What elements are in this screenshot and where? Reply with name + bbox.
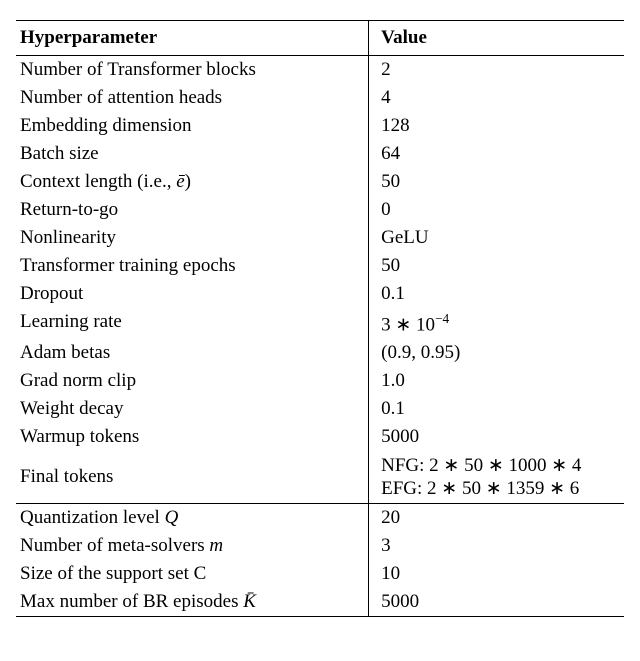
param-name: Number of attention heads (16, 84, 369, 112)
table-row: Size of the support set C10 (16, 560, 624, 588)
table-row: Embedding dimension128 (16, 112, 624, 140)
param-value: 20 (369, 504, 624, 533)
param-name: Adam betas (16, 339, 369, 367)
table-row: Dropout0.1 (16, 280, 624, 308)
param-name: Context length (i.e., ē) (16, 168, 369, 196)
param-name: Transformer training epochs (16, 252, 369, 280)
header-value: Value (369, 21, 624, 56)
param-value: 64 (369, 140, 624, 168)
table-row: Final tokensNFG: 2 ∗ 50 ∗ 1000 ∗ 4EFG: 2… (16, 451, 624, 504)
param-value: 10 (369, 560, 624, 588)
param-value: 128 (369, 112, 624, 140)
param-name: Embedding dimension (16, 112, 369, 140)
table-row: Warmup tokens5000 (16, 423, 624, 451)
param-name: Number of meta-solvers m (16, 532, 369, 560)
table-row: Number of attention heads4 (16, 84, 624, 112)
param-value: (0.9, 0.95) (369, 339, 624, 367)
param-name: Number of Transformer blocks (16, 56, 369, 85)
param-value: NFG: 2 ∗ 50 ∗ 1000 ∗ 4EFG: 2 ∗ 50 ∗ 1359… (369, 451, 624, 504)
param-name: Max number of BR episodes K̄ (16, 588, 369, 617)
param-value: 0.1 (369, 280, 624, 308)
param-value: 0 (369, 196, 624, 224)
table-row: Return-to-go0 (16, 196, 624, 224)
param-value: GeLU (369, 224, 624, 252)
hyperparameter-table: Hyperparameter Value Number of Transform… (16, 20, 624, 617)
param-name: Learning rate (16, 308, 369, 339)
header-hyperparameter: Hyperparameter (16, 21, 369, 56)
table-row: Number of Transformer blocks2 (16, 56, 624, 85)
param-value: 3 (369, 532, 624, 560)
table-row: Transformer training epochs50 (16, 252, 624, 280)
param-value: 50 (369, 168, 624, 196)
param-name: Weight decay (16, 395, 369, 423)
param-value: 2 (369, 56, 624, 85)
param-value: 3 ∗ 10−4 (369, 308, 624, 339)
param-value: 50 (369, 252, 624, 280)
param-value: 5000 (369, 423, 624, 451)
param-name: Batch size (16, 140, 369, 168)
table-row: Quantization level Q20 (16, 504, 624, 533)
table-row: Adam betas(0.9, 0.95) (16, 339, 624, 367)
table-row: Learning rate3 ∗ 10−4 (16, 308, 624, 339)
param-value: 1.0 (369, 367, 624, 395)
param-value: 0.1 (369, 395, 624, 423)
param-name: Final tokens (16, 451, 369, 504)
param-name: Size of the support set C (16, 560, 369, 588)
table-row: Max number of BR episodes K̄5000 (16, 588, 624, 617)
table-row: Weight decay0.1 (16, 395, 624, 423)
table-row: Batch size64 (16, 140, 624, 168)
table-body: Number of Transformer blocks2Number of a… (16, 56, 624, 617)
table-row: Grad norm clip1.0 (16, 367, 624, 395)
param-name: Nonlinearity (16, 224, 369, 252)
param-name: Dropout (16, 280, 369, 308)
table-row: NonlinearityGeLU (16, 224, 624, 252)
param-name: Return-to-go (16, 196, 369, 224)
param-value: 5000 (369, 588, 624, 617)
table-row: Context length (i.e., ē)50 (16, 168, 624, 196)
param-name: Warmup tokens (16, 423, 369, 451)
param-name: Quantization level Q (16, 504, 369, 533)
param-value: 4 (369, 84, 624, 112)
param-name: Grad norm clip (16, 367, 369, 395)
table-row: Number of meta-solvers m3 (16, 532, 624, 560)
